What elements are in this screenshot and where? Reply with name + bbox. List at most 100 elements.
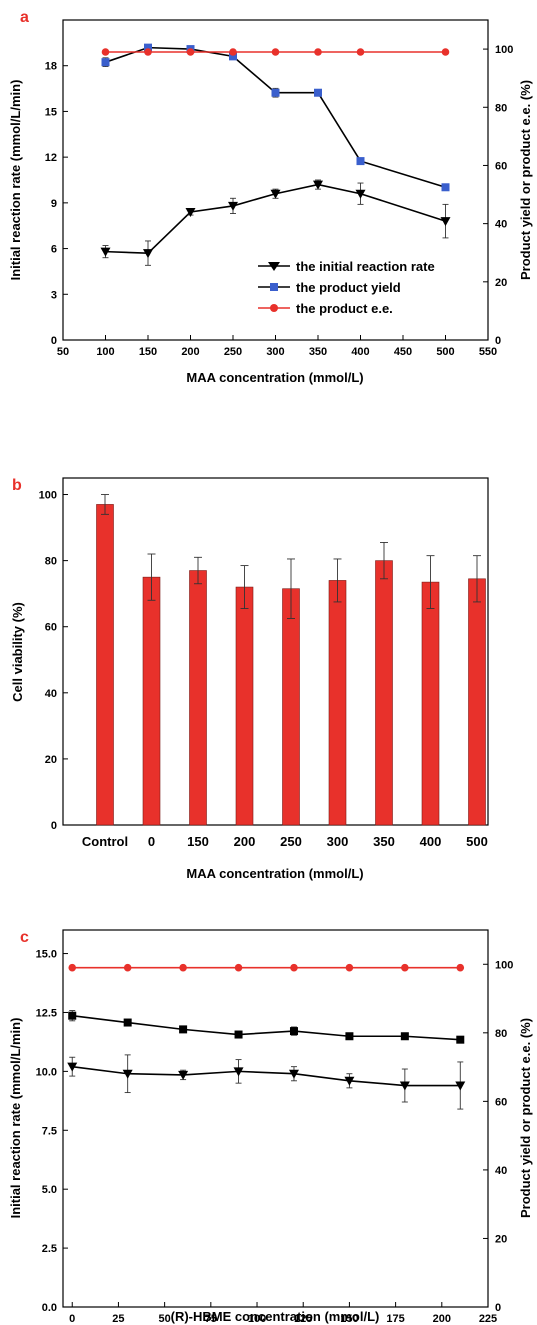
bar xyxy=(96,504,114,826)
data-point xyxy=(144,48,152,56)
x-tick-label: 400 xyxy=(351,346,369,358)
panel-a-label: a xyxy=(20,9,29,26)
data-point xyxy=(314,48,322,56)
data-point xyxy=(400,1032,409,1041)
x-tick-label: 100 xyxy=(96,346,114,358)
series-line-0 xyxy=(72,1065,461,1087)
bar xyxy=(235,586,254,826)
bar xyxy=(468,578,486,826)
x-tick-label: 100 xyxy=(248,1313,266,1325)
x-tick-label: 50 xyxy=(159,1313,171,1325)
y2-tick-label: 0 xyxy=(495,1302,501,1314)
x-tick-label: 150 xyxy=(187,834,209,849)
x-tick-label: 175 xyxy=(386,1313,404,1325)
data-point xyxy=(441,183,450,192)
x-tick-label: 250 xyxy=(280,834,302,849)
y-tick-label: 5.0 xyxy=(42,1184,57,1196)
data-point xyxy=(271,48,280,56)
x-tick-label: 200 xyxy=(234,834,256,849)
panel-b: b 0 20 40 60 80 100 Control 0 150 200 250 300 350 400… xyxy=(10,477,489,881)
x-tick-label: Control xyxy=(82,834,128,849)
data-point xyxy=(68,1011,77,1020)
data-point xyxy=(234,963,243,972)
data-point xyxy=(345,1032,354,1041)
data-point xyxy=(123,1018,132,1027)
legend-marker-rate xyxy=(268,262,280,271)
y-tick-label: 12.5 xyxy=(36,1007,57,1019)
x-tick-label: 0 xyxy=(148,834,155,849)
x-tick-label: 550 xyxy=(479,346,497,358)
y-tick-label: 20 xyxy=(45,754,57,766)
y2-tick-label: 100 xyxy=(495,959,513,971)
y-tick-label: 15 xyxy=(45,106,57,118)
x-tick-label: 500 xyxy=(436,346,454,358)
data-point xyxy=(290,963,298,972)
panel-c: c 0 25 50 75 100 125 150 175 200 2250.02.55.07.51… xyxy=(8,929,533,1325)
y-tick-label: 18 xyxy=(45,61,57,73)
data-point xyxy=(179,963,187,972)
data-point xyxy=(313,180,323,190)
y-tick-label: 12 xyxy=(45,152,57,164)
y-tick-label: 0 xyxy=(51,820,57,832)
x-tick-label: 400 xyxy=(420,834,442,849)
panel-c-y-label: Initial reaction rate (mmol/L/min) xyxy=(8,1018,23,1219)
panel-b-x-label: MAA concentration (mmol/L) xyxy=(186,866,363,881)
x-tick-label: 150 xyxy=(139,346,157,358)
y-tick-label: 2.5 xyxy=(42,1243,57,1255)
x-tick-label: 125 xyxy=(294,1313,312,1325)
data-point xyxy=(68,963,77,972)
y2-tick-label: 80 xyxy=(495,1028,507,1040)
data-point xyxy=(186,48,195,56)
panel-b-y-label: Cell viability (%) xyxy=(10,602,25,702)
x-tick-label: 150 xyxy=(340,1313,358,1325)
data-point xyxy=(355,189,366,199)
data-point xyxy=(289,1027,298,1036)
panel-b-plot-frame xyxy=(62,477,489,826)
bar xyxy=(189,570,207,826)
y2-tick-label: 80 xyxy=(495,102,507,114)
y-tick-label: 15.0 xyxy=(36,949,57,961)
panel-c-label: c xyxy=(20,929,29,946)
x-tick-label: 225 xyxy=(479,1313,497,1325)
data-point xyxy=(456,963,465,972)
y-tick-label: 0.0 xyxy=(42,1302,57,1314)
x-tick-label: 200 xyxy=(181,346,199,358)
data-point xyxy=(229,52,237,61)
data-point xyxy=(234,1030,243,1039)
bar xyxy=(282,588,300,826)
series-line-1 xyxy=(72,1014,461,1041)
y-tick-label: 0 xyxy=(51,335,57,347)
y2-tick-label: 40 xyxy=(495,1165,507,1177)
panel-c-y2-label: Product yield or product e.e. (%) xyxy=(518,1018,533,1218)
y-tick-label: 6 xyxy=(51,244,57,256)
bar xyxy=(375,560,393,826)
data-point xyxy=(440,217,451,227)
data-point xyxy=(67,1062,78,1072)
panel-a-x-label: MAA concentration (mmol/L) xyxy=(186,370,363,385)
data-point xyxy=(100,247,111,257)
series-line-1 xyxy=(105,46,446,189)
y-tick-label: 40 xyxy=(45,688,57,700)
data-point xyxy=(228,201,238,211)
y2-tick-label: 100 xyxy=(495,44,513,56)
y-tick-label: 80 xyxy=(45,556,57,568)
x-tick-label: 25 xyxy=(112,1313,124,1325)
data-point xyxy=(456,1035,465,1044)
y2-tick-label: 40 xyxy=(495,219,507,231)
data-point xyxy=(399,1081,410,1091)
x-tick-label: 350 xyxy=(373,834,395,849)
data-point xyxy=(179,1025,188,1034)
data-point xyxy=(101,48,110,56)
data-point xyxy=(345,963,354,972)
data-point xyxy=(123,963,132,972)
data-point xyxy=(185,208,196,217)
data-point xyxy=(344,1076,355,1086)
legend-marker-ee xyxy=(270,304,278,312)
x-tick-label: 300 xyxy=(327,834,349,849)
data-point xyxy=(441,48,450,56)
x-tick-label: 200 xyxy=(433,1313,451,1325)
y-tick-label: 60 xyxy=(45,622,57,634)
y-tick-label: 9 xyxy=(51,198,57,210)
x-tick-label: 75 xyxy=(205,1313,217,1325)
